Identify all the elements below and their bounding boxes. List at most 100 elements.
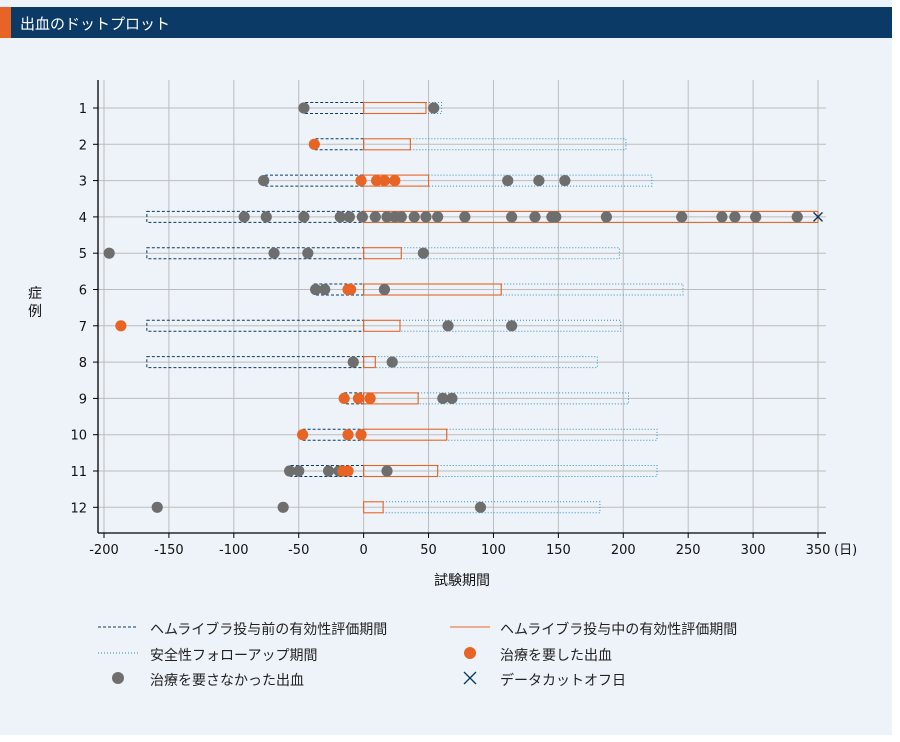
untreated-bleed-point	[408, 211, 420, 223]
untreated-bleed-point	[676, 211, 688, 223]
untreated-bleed-point	[446, 392, 458, 404]
x-tick-label: 0	[359, 543, 367, 558]
untreated-bleed-point	[343, 211, 355, 223]
untreated-bleed-point	[395, 211, 407, 223]
legend-during: ヘムライブラ投与中の有効性評価期間	[500, 622, 738, 638]
safety-period-bar	[428, 174, 653, 187]
safety-period-bar	[446, 428, 658, 441]
untreated-bleed-point	[381, 465, 393, 477]
x-tick-label: -200	[89, 543, 119, 558]
legend-during-icon	[450, 626, 490, 628]
legend-safety: 安全性フォローアップ期間	[150, 648, 318, 664]
x-tick-label: -50	[288, 543, 309, 558]
treated-bleed-point	[355, 175, 367, 187]
y-axis-title-char: 症	[28, 286, 42, 302]
untreated-bleed-point	[378, 283, 391, 296]
x-tick-label: 300	[741, 543, 766, 558]
safety-period-bar	[500, 283, 684, 296]
untreated-bleed-point	[506, 211, 518, 223]
treated-bleed-point	[115, 320, 127, 332]
y-tick-label: 5	[79, 247, 87, 262]
y-tick-label: 9	[79, 392, 87, 407]
untreated-bleed-point	[284, 465, 296, 477]
plot-area	[98, 80, 826, 533]
x-axis-title: 試験期間	[434, 573, 490, 589]
untreated-bleed-point	[459, 211, 471, 223]
x-tick-label: -150	[154, 543, 184, 558]
y-tick-label: 8	[79, 356, 87, 371]
x-tick-label: 250	[676, 543, 701, 558]
untreated-bleed-point	[347, 356, 359, 368]
untreated-bleed-point	[791, 211, 803, 223]
treated-bleed-point	[378, 175, 391, 187]
untreated-bleed-point	[310, 283, 322, 296]
untreated-bleed-point	[302, 247, 314, 259]
untreated-bleed-point	[322, 465, 335, 477]
untreated-bleed-point	[432, 211, 444, 223]
y-tick-label: 3	[79, 175, 87, 190]
y-axis-title-char: 例	[28, 304, 42, 320]
legend-cutoff: データカットオフ日	[500, 673, 626, 689]
header-bar: 出血のドットプロット	[0, 7, 892, 38]
y-tick-label: 1	[79, 102, 87, 117]
during-period-bar	[363, 138, 411, 151]
legend-pre-icon	[98, 626, 138, 628]
during-period-bar	[363, 101, 427, 115]
untreated-bleed-point	[417, 247, 429, 259]
untreated-bleed-point	[506, 320, 518, 332]
legend-untreated: 治療を要さなかった出血	[150, 673, 304, 689]
untreated-bleed-point	[298, 211, 310, 223]
untreated-bleed-point	[356, 211, 368, 223]
untreated-bleed-point	[600, 211, 612, 223]
y-tick-label: 2	[79, 138, 87, 153]
legend-pre: ヘムライブラ投与前の有効性評価期間	[150, 622, 388, 638]
untreated-bleed-point	[442, 320, 454, 332]
treated-bleed-point	[371, 175, 383, 187]
untreated-bleed-point	[369, 211, 381, 223]
untreated-bleed-point	[381, 211, 393, 223]
x-tick-label: -100	[219, 543, 249, 558]
untreated-bleed-point	[298, 102, 310, 114]
header-title: 出血のドットプロット	[20, 15, 171, 33]
during-period-bar	[363, 356, 376, 369]
x-tick-label: 50	[420, 543, 437, 558]
during-period-bar	[363, 501, 384, 514]
treated-bleed-point	[338, 392, 350, 404]
treated-bleed-point	[342, 429, 354, 441]
untreated-bleed-point	[238, 211, 250, 223]
untreated-bleed-point	[533, 175, 545, 187]
untreated-bleed-point	[437, 392, 449, 404]
untreated-bleed-point	[428, 102, 440, 114]
treated-bleed-point	[342, 465, 354, 477]
untreated-bleed-point	[729, 211, 741, 223]
untreated-bleed-point	[103, 247, 115, 259]
safety-period-bar	[425, 102, 443, 114]
y-tick-label: 4	[79, 211, 87, 226]
header-accent	[0, 7, 11, 38]
legend-untreated-icon	[112, 672, 124, 684]
y-tick-label: 7	[79, 320, 87, 335]
during-period-bar	[363, 319, 401, 332]
untreated-bleed-point	[334, 211, 346, 223]
legend-safety-icon	[98, 652, 138, 654]
during-period-bar	[363, 464, 439, 478]
untreated-bleed-point	[293, 465, 305, 477]
untreated-bleed-point	[502, 175, 514, 187]
during-period-bar	[363, 283, 502, 296]
untreated-bleed-point	[529, 211, 541, 223]
y-tick-label: 12	[70, 501, 87, 516]
treated-bleed-point	[297, 429, 309, 441]
untreated-bleed-point	[559, 175, 571, 187]
untreated-bleed-point	[716, 211, 728, 223]
x-tick-label: 150	[546, 543, 571, 558]
treated-bleed-point	[389, 175, 401, 187]
legend-treated-icon	[464, 647, 476, 659]
untreated-bleed-point	[258, 175, 270, 187]
safety-period-bar	[417, 392, 629, 405]
untreated-bleed-point	[319, 283, 331, 296]
cutoff-marker	[813, 211, 823, 222]
treated-bleed-point	[308, 138, 320, 150]
untreated-bleed-point	[550, 211, 562, 223]
y-tick-label: 10	[70, 429, 87, 444]
